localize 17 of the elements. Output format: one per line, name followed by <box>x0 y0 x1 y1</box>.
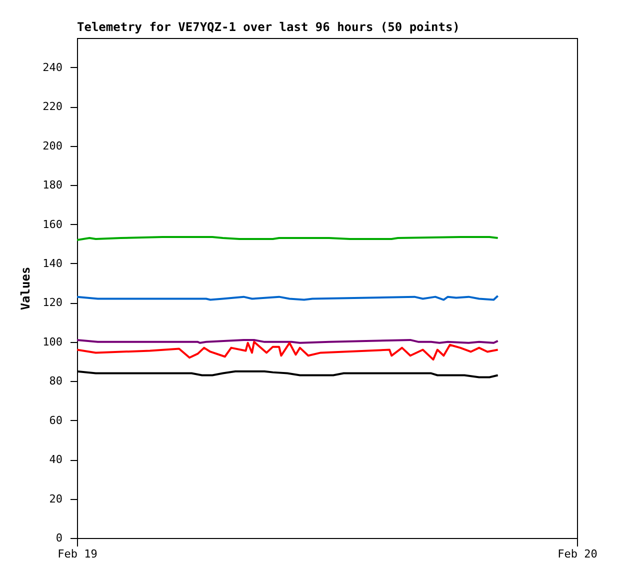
y-axis-title: Values <box>18 266 33 310</box>
y-tick-label: 40 <box>49 453 62 466</box>
y-tick-label: 120 <box>42 296 62 310</box>
y-tick-label: 0 <box>56 532 62 544</box>
y-tick-label: 240 <box>42 60 62 74</box>
y-tick-label: 180 <box>42 178 62 192</box>
y-tick-label: 220 <box>42 100 62 114</box>
y-tick-label: 60 <box>49 414 62 427</box>
y-tick-label: 100 <box>42 335 62 348</box>
x-tick-label: Feb 20 <box>558 548 598 560</box>
y-tick-label: 20 <box>49 492 62 506</box>
y-tick-label: 160 <box>42 218 62 231</box>
x-tick-label: Feb 19 <box>58 548 98 560</box>
y-tick-label: 80 <box>49 374 62 388</box>
y-tick-label: 140 <box>42 256 62 270</box>
y-tick-label: 200 <box>42 139 62 152</box>
chart-title: Telemetry for VE7YQZ-1 over last 96 hours (50 points) <box>77 20 460 34</box>
